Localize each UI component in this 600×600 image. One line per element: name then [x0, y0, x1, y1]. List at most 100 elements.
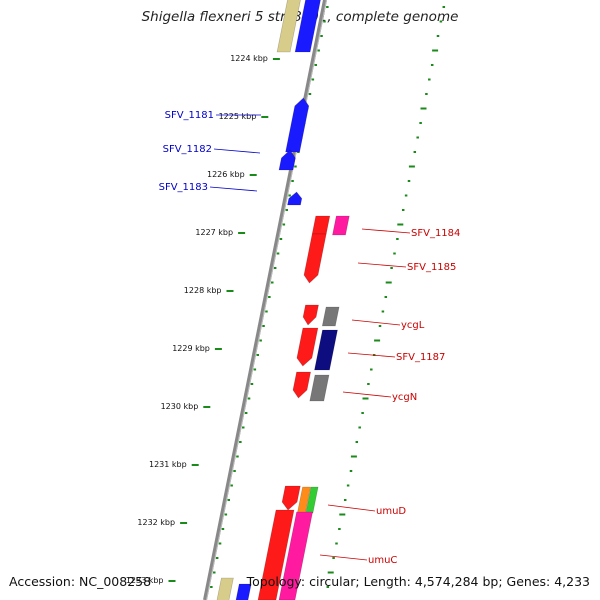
inner-ruler-dot: [291, 180, 294, 182]
kbp-tick-label: 1230 kbp: [161, 402, 199, 411]
gene-label-leader: [319, 554, 368, 561]
kbp-tick-mark: [272, 58, 280, 60]
kbp-tick-mark: [226, 290, 234, 292]
outer-ruler-tick: [358, 426, 361, 429]
kbp-tick-mark: [214, 348, 222, 350]
outer-ruler-tick: [428, 78, 431, 81]
gene-label-sfv-1184: SFV_1184: [411, 228, 460, 239]
outer-ruler-tick: [326, 586, 330, 588]
gene-arrow-umud: [281, 485, 301, 511]
inner-ruler-dot: [242, 426, 245, 429]
gene-arrow-sfv-1182: [278, 149, 296, 171]
inner-ruler-dot: [250, 383, 254, 385]
cog-bar-tan-bottom: [216, 577, 234, 600]
inner-ruler-dot: [314, 64, 317, 66]
inner-ruler-dot: [273, 267, 277, 269]
outer-ruler-tick: [393, 252, 396, 255]
cog-bar-pink: [332, 215, 350, 236]
outer-ruler-tick: [439, 20, 443, 23]
outer-ruler-tick: [335, 542, 338, 545]
gene-label-sfv-1181: SFV_1181: [165, 110, 214, 121]
inner-ruler-dot: [236, 455, 239, 458]
kbp-tick-mark: [168, 580, 176, 582]
gene-arrow-ycgl: [302, 304, 319, 326]
inner-ruler-dot: [271, 281, 274, 284]
outer-ruler-tick: [349, 470, 353, 472]
kbp-tick-label: 1225 kbp: [219, 112, 257, 121]
outer-ruler-tick: [397, 223, 404, 226]
outer-ruler-tick: [384, 296, 388, 298]
gene-label-sfv-1183: SFV_1183: [159, 182, 208, 193]
kbp-tick-mark: [261, 116, 269, 118]
inner-ruler-dot: [244, 412, 248, 414]
outer-ruler-tick: [367, 383, 370, 385]
gene-label-sfv-1187: SFV_1187: [396, 352, 445, 363]
outer-ruler-tick: [370, 368, 373, 371]
outer-ruler-tick: [436, 35, 440, 37]
gene-label-leader: [213, 148, 261, 154]
kbp-tick-mark: [191, 464, 199, 466]
inner-ruler-dot: [294, 165, 297, 168]
outer-ruler-tick: [413, 151, 417, 153]
inner-ruler-dot: [317, 49, 320, 52]
outer-ruler-tick: [404, 194, 408, 197]
inner-ruler-dot: [259, 339, 262, 342]
cog-bar-green: [305, 486, 319, 514]
cog-bar-navy: [314, 329, 338, 371]
accession-text: Accession: NC_008258: [9, 574, 152, 589]
gene-arrow-sfv-1181: [285, 97, 310, 153]
inner-ruler-dot: [268, 296, 271, 298]
gene-label-sfv-1185: SFV_1185: [407, 262, 456, 273]
gene-label-leader: [342, 391, 392, 398]
inner-ruler-dot: [282, 223, 286, 226]
inner-ruler-dot: [233, 470, 236, 472]
cog-bar-gray: [321, 306, 340, 327]
kbp-tick-mark: [203, 406, 211, 408]
inner-ruler-dot: [230, 484, 233, 487]
gene-label-ycgn: ycgN: [392, 392, 417, 403]
outer-ruler-tick: [343, 499, 347, 501]
inner-ruler-dot: [227, 499, 230, 501]
kbp-tick-label: 1232 kbp: [137, 518, 175, 527]
inner-ruler-dot: [326, 6, 329, 8]
inner-ruler-dot: [247, 397, 251, 400]
gene-arrow-umuc: [257, 509, 295, 600]
gene-arrow-sfv-1185: [303, 233, 327, 284]
outer-ruler-tick: [420, 107, 427, 110]
outer-ruler-tick: [430, 64, 434, 66]
outer-ruler-tick: [338, 528, 341, 530]
gene-label-ycgl: ycgL: [401, 320, 425, 331]
gene-arrow-forward: [235, 583, 252, 600]
outer-ruler-tick: [350, 455, 357, 458]
gene-arrow-sfv-1184: [311, 215, 331, 235]
map-title: Shigella flexneri 5 str. 8401, complete …: [141, 9, 459, 25]
outer-ruler-tick: [355, 441, 359, 443]
kbp-tick-label: 1224 kbp: [230, 54, 268, 63]
kbp-tick-mark: [249, 174, 257, 176]
gene-arrow-sfv-1187: [296, 327, 319, 367]
inner-ruler-dot: [279, 238, 283, 240]
inner-ruler-dot: [285, 209, 288, 211]
inner-ruler-dot: [213, 571, 216, 574]
outer-ruler-tick: [339, 513, 346, 516]
outer-ruler-tick: [396, 238, 399, 240]
outer-ruler-tick: [408, 165, 415, 168]
outer-ruler-tick: [374, 339, 381, 342]
gene-label-leader: [327, 504, 376, 512]
outer-ruler-tick: [361, 412, 364, 414]
inner-ruler-dot: [239, 441, 242, 443]
kbp-tick-mark: [180, 522, 188, 524]
outer-ruler-tick: [332, 557, 335, 559]
gene-arrow-forward: [294, 0, 321, 53]
inner-ruler-dot: [262, 325, 265, 327]
kbp-tick-label: 1233 kbp: [126, 576, 164, 585]
outer-ruler-tick: [416, 136, 419, 139]
genome-summary: Topology: circular; Length: 4,574,284 bp…: [246, 574, 590, 589]
gene-label-leader: [361, 228, 411, 234]
kbp-tick-label: 1228 kbp: [184, 286, 222, 295]
outer-ruler-tick: [425, 93, 428, 95]
cog-bar-pink: [278, 511, 313, 600]
gene-arrow-sfv-1183: [287, 191, 303, 206]
gene-label-sfv-1182: SFV_1182: [163, 144, 212, 155]
